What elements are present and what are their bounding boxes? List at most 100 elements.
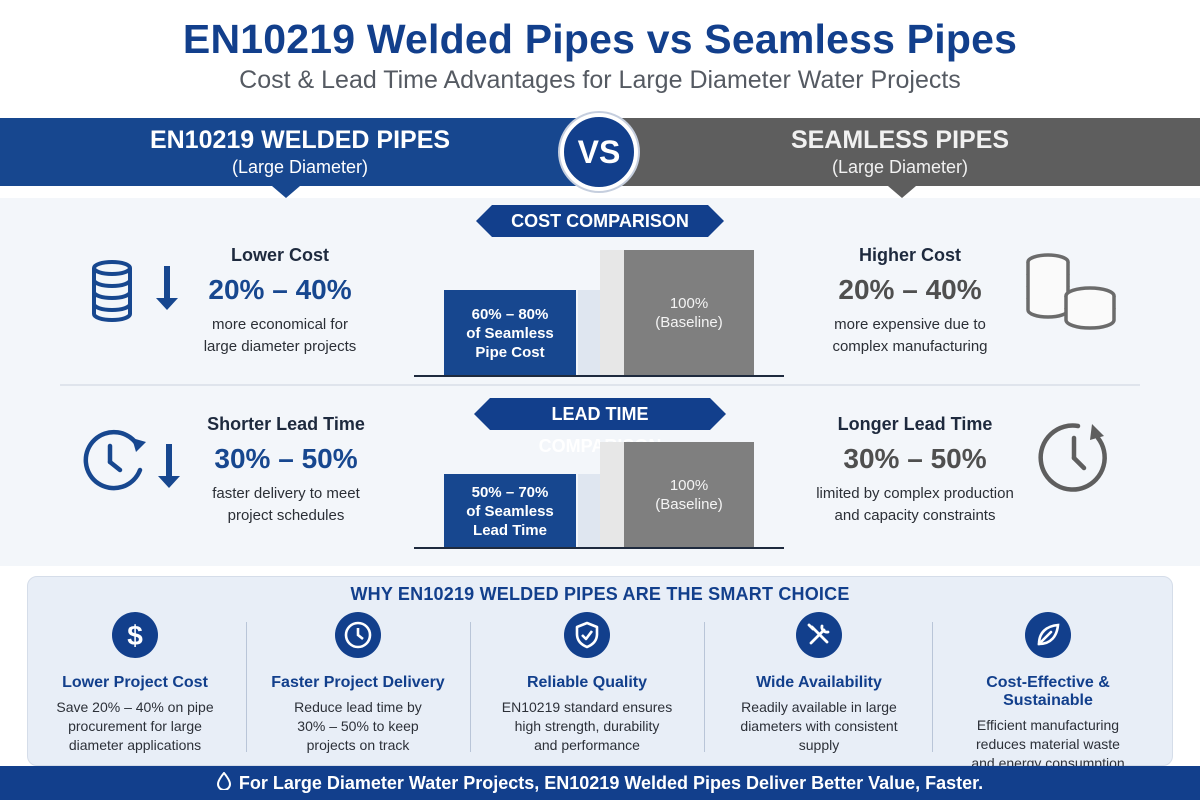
seamless-lead-bar-label: (Baseline) xyxy=(655,496,723,513)
lead-time-comparison-label: LEAD TIME COMPARISON xyxy=(474,398,726,456)
dollar-icon: $ xyxy=(112,612,158,658)
cost-baseline xyxy=(414,375,784,377)
seamless-lead-desc-line: limited by complex production xyxy=(816,485,1014,502)
benefit-separator xyxy=(704,622,705,752)
welded-lead-range: 30% – 50% xyxy=(214,443,358,474)
seamless-lead-description: limited by complex production and capaci… xyxy=(800,483,1030,527)
welded-lead-desc-line: project schedules xyxy=(227,507,345,524)
welded-cost-range: 20% – 40% xyxy=(208,274,352,305)
svg-text:$: $ xyxy=(127,620,143,650)
benefit-desc-line: procurement for large xyxy=(68,718,202,734)
leaf-icon xyxy=(1025,612,1071,658)
benefit-item: $ Lower Project Cost Save 20% – 40% on p… xyxy=(40,612,230,755)
clock-down-icon xyxy=(80,424,190,500)
seamless-cost-bar-shadow xyxy=(600,250,624,376)
welded-lead-bar-shadow xyxy=(578,474,600,548)
benefit-desc-line: Save 20% – 40% on pipe xyxy=(56,699,214,715)
footer-text: For Large Diameter Water Projects, EN102… xyxy=(238,773,984,793)
benefit-desc-line: 30% – 50% to keep xyxy=(297,718,419,734)
footer-banner: For Large Diameter Water Projects, EN102… xyxy=(0,766,1200,800)
benefit-heading: Cost-Effective & Sustainable xyxy=(986,674,1110,709)
welded-lead-bar-label: of Seamless xyxy=(466,502,554,520)
page-subtitle: Cost & Lead Time Advantages for Large Di… xyxy=(239,66,961,94)
welded-cost-bar-label: of Seamless xyxy=(466,324,554,342)
seamless-lead-summary: Longer Lead Time 30% – 50% limited by co… xyxy=(800,414,1030,527)
benefit-desc-line: Efficient manufacturing xyxy=(976,717,1120,733)
welded-cost-bar-label: 60% – 80% xyxy=(471,305,549,323)
welded-lead-summary: Shorter Lead Time 30% – 50% faster deliv… xyxy=(196,414,376,527)
seamless-lead-range: 30% – 50% xyxy=(843,443,987,474)
tools-icon xyxy=(796,612,842,658)
clock-icon xyxy=(335,612,381,658)
benefit-description: EN10219 standard ensures high strength, … xyxy=(484,698,690,755)
page-title: EN10219 Welded Pipes vs Seamless Pipes xyxy=(182,16,1018,62)
benefit-separator xyxy=(470,622,471,752)
benefit-heading: Lower Project Cost xyxy=(62,674,208,691)
benefit-desc-line: Reduce lead time by xyxy=(294,699,422,715)
seamless-lead-bar-shadow xyxy=(600,442,624,548)
benefit-description: Efficient manufacturing reduces material… xyxy=(940,716,1156,773)
welded-cost-summary: Lower Cost 20% – 40% more economical for… xyxy=(190,245,370,358)
seamless-cost-heading: Higher Cost xyxy=(858,245,961,265)
seamless-lead-desc-line: and capacity constraints xyxy=(834,507,996,524)
welded-cost-desc-line: more economical for xyxy=(212,316,348,333)
benefit-heading: Reliable Quality xyxy=(526,674,648,691)
seamless-cost-desc-line: more expensive due to xyxy=(834,316,986,333)
welded-banner-title: EN10219 WELDED PIPES xyxy=(149,126,451,154)
benefits-panel xyxy=(27,576,1173,766)
seamless-banner: SEAMLESS PIPES (Large Diameter) xyxy=(600,118,1200,186)
benefit-desc-line: projects on track xyxy=(306,737,410,753)
seamless-cost-desc-line: complex manufacturing xyxy=(832,338,988,355)
vs-badge: VS xyxy=(560,113,638,191)
welded-cost-description: more economical for large diameter proje… xyxy=(190,314,370,358)
seamless-lead-bar: 100% (Baseline) xyxy=(624,442,754,548)
benefit-desc-line: high strength, durability xyxy=(514,718,660,734)
seamless-banner-title: SEAMLESS PIPES xyxy=(790,126,1010,154)
benefit-item: Cost-Effective & Sustainable Efficient m… xyxy=(940,612,1156,773)
welded-lead-desc-line: faster delivery to meet xyxy=(212,485,360,502)
benefit-item: Reliable Quality EN10219 standard ensure… xyxy=(484,612,690,755)
benefit-heading: Faster Project Delivery xyxy=(271,674,445,691)
benefit-desc-line: reduces material waste xyxy=(976,736,1120,752)
welded-lead-bar: 50% – 70% of Seamless Lead Time xyxy=(444,474,576,548)
seamless-lead-bar-label: 100% xyxy=(669,477,709,494)
seamless-cost-bar: 100% (Baseline) xyxy=(624,250,754,376)
welded-lead-description: faster delivery to meet project schedule… xyxy=(196,483,376,527)
benefit-description: Readily available in large diameters wit… xyxy=(716,698,922,755)
benefit-desc-line: diameter applications xyxy=(68,737,202,753)
clock-arrow-icon xyxy=(1034,418,1114,498)
seamless-lead-heading: Longer Lead Time xyxy=(837,414,993,434)
seamless-cost-summary: Higher Cost 20% – 40% more expensive due… xyxy=(810,245,1010,358)
seamless-cost-bar-label: (Baseline) xyxy=(655,314,723,331)
seamless-banner-subtitle: (Large Diameter) xyxy=(831,157,969,177)
benefit-separator xyxy=(932,622,933,752)
benefit-separator xyxy=(246,622,247,752)
welded-banner: EN10219 WELDED PIPES (Large Diameter) xyxy=(0,118,600,186)
welded-cost-heading: Lower Cost xyxy=(230,245,329,265)
benefit-desc-line: EN10219 standard ensures xyxy=(501,699,673,715)
benefit-description: Save 20% – 40% on pipe procurement for l… xyxy=(40,698,230,755)
welded-cost-bar-shadow xyxy=(578,290,600,376)
benefit-item: Faster Project Delivery Reduce lead time… xyxy=(258,612,458,755)
welded-lead-bar-label: 50% – 70% xyxy=(471,483,549,501)
welded-lead-bar-label: Lead Time xyxy=(473,521,547,539)
benefit-desc-line: and performance xyxy=(534,737,640,753)
welded-lead-heading: Shorter Lead Time xyxy=(207,414,365,434)
seamless-cost-range: 20% – 40% xyxy=(838,274,982,305)
benefit-description: Reduce lead time by 30% – 50% to keep pr… xyxy=(258,698,458,755)
benefit-desc-line: supply xyxy=(798,737,840,753)
seamless-cost-description: more expensive due to complex manufactur… xyxy=(810,314,1010,358)
seamless-banner-notch xyxy=(888,186,916,198)
coins-down-icon xyxy=(86,256,186,332)
benefit-item: Wide Availability Readily available in l… xyxy=(716,612,922,755)
benefit-desc-line: Readily available in large xyxy=(741,699,897,715)
welded-cost-desc-line: large diameter projects xyxy=(203,338,357,355)
cost-comparison-label: COST COMPARISON xyxy=(476,205,724,237)
benefits-title: WHY EN10219 WELDED PIPES ARE THE SMART C… xyxy=(350,584,850,604)
shield-check-icon xyxy=(564,612,610,658)
water-drop-icon xyxy=(216,767,231,800)
welded-banner-notch xyxy=(272,186,300,198)
seamless-cost-bar-label: 100% xyxy=(669,295,709,312)
benefit-desc-line: diameters with consistent xyxy=(740,718,898,734)
coin-stacks-icon xyxy=(1022,252,1122,338)
